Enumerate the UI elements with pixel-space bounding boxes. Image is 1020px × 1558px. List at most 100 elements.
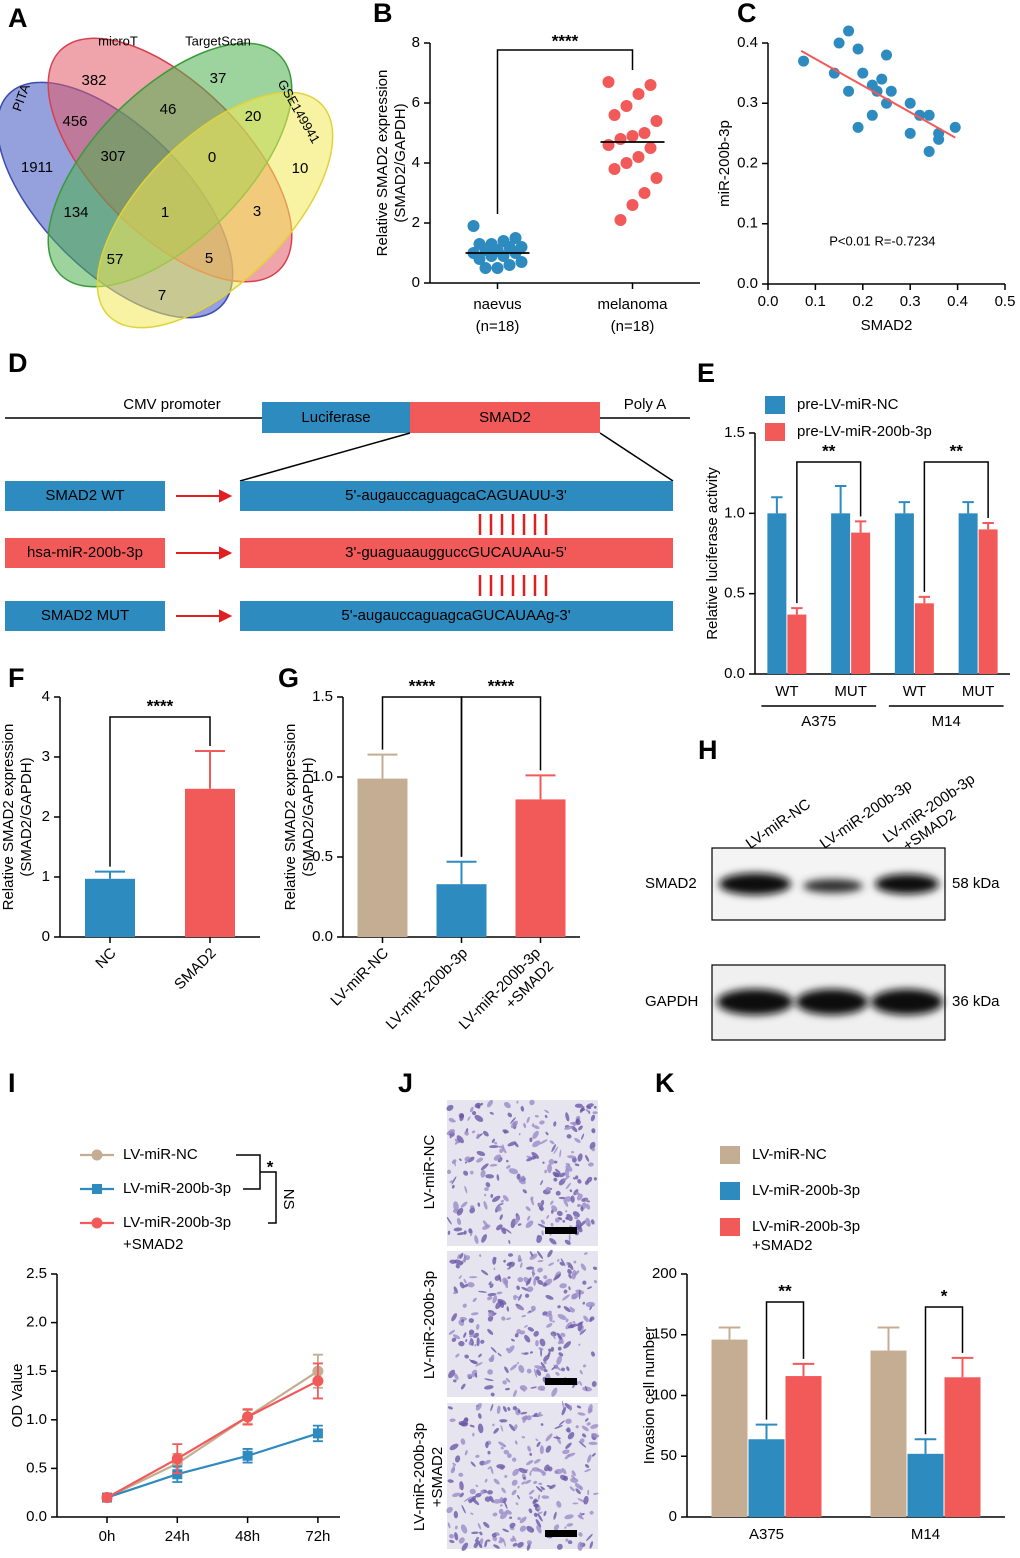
cell (546, 1485, 552, 1488)
cell (521, 1314, 527, 1318)
cell (476, 1133, 480, 1140)
y-tick-label: 4 (412, 154, 420, 171)
point (602, 139, 615, 151)
cell (553, 1436, 562, 1439)
y-tick-label: 0 (412, 274, 420, 291)
cell (576, 1405, 582, 1409)
cell (585, 1198, 589, 1202)
scale-bar (545, 1378, 577, 1385)
point (632, 151, 645, 163)
cell (471, 1130, 476, 1134)
construct-diagram: D CMV promoter Luciferase SMAD2 Poly A S… (5, 348, 690, 631)
image-label: +SMAD2 (429, 1447, 446, 1507)
cell (581, 1425, 589, 1432)
cell (446, 1104, 454, 1111)
cell (474, 1372, 478, 1378)
cell (566, 1523, 574, 1527)
cell (468, 1228, 473, 1234)
point (485, 250, 498, 262)
cell (507, 1345, 515, 1354)
cell (579, 1485, 583, 1491)
cell (546, 1214, 550, 1219)
cell (484, 1540, 488, 1548)
cell (563, 1341, 572, 1349)
cell (548, 1262, 555, 1267)
cell (591, 1453, 596, 1457)
cell (537, 1260, 544, 1263)
cell (577, 1204, 582, 1207)
x-tick-label: WT (903, 683, 926, 700)
cell (469, 1424, 475, 1428)
x-tick-label: melanoma (597, 296, 668, 313)
cell (490, 1346, 497, 1353)
micrographs: J LV-miR-NC LV-miR-200b-3p LV-miR-200b-3… (398, 1068, 600, 1552)
legend-swatch (720, 1218, 740, 1236)
cell (529, 1251, 534, 1257)
point (644, 142, 657, 154)
significance: **** (147, 696, 174, 715)
cell (565, 1318, 569, 1323)
cell (567, 1155, 577, 1159)
y-tick-label: 2.0 (26, 1314, 47, 1331)
cell (453, 1379, 457, 1383)
cell (551, 1205, 558, 1212)
venn-count: 20 (245, 108, 262, 125)
cell (529, 1351, 534, 1354)
cell (480, 1163, 489, 1171)
row-label: SMAD2 MUT (41, 607, 129, 624)
cell (574, 1163, 580, 1167)
group-label: M14 (932, 713, 961, 730)
cell (565, 1210, 568, 1213)
cell (532, 1125, 540, 1130)
point (242, 1450, 253, 1461)
error-bar (771, 496, 783, 514)
cell (507, 1453, 512, 1458)
cell (458, 1421, 468, 1427)
cell (520, 1387, 526, 1392)
cell (461, 1542, 469, 1552)
cell (526, 1525, 535, 1533)
row-label: hsa-miR-200b-3p (27, 544, 143, 561)
cell (456, 1135, 464, 1144)
cell (467, 1282, 475, 1288)
cell (585, 1385, 588, 1392)
cell (585, 1418, 589, 1422)
cell (568, 1274, 572, 1279)
cell (529, 1253, 538, 1260)
y-tick-label: 1.0 (312, 768, 333, 785)
cell (521, 1436, 526, 1439)
cell (564, 1526, 567, 1529)
panel-letter: C (737, 0, 757, 28)
cell (465, 1339, 468, 1343)
cell (517, 1494, 520, 1500)
venn: A PITA microT TargetScan GSE149941 382 3… (0, 3, 334, 329)
cell (500, 1146, 507, 1154)
point (614, 133, 627, 145)
cell (492, 1499, 503, 1504)
cell (477, 1202, 481, 1207)
bar (870, 1350, 907, 1517)
significance: **** (552, 31, 579, 50)
cell (455, 1353, 460, 1358)
cell (585, 1464, 590, 1468)
cell (477, 1290, 487, 1293)
cell (518, 1294, 522, 1301)
cell (592, 1266, 598, 1270)
cell (521, 1352, 524, 1355)
point (852, 121, 864, 133)
cell (544, 1114, 548, 1119)
cell (535, 1438, 539, 1442)
cell (575, 1191, 580, 1196)
cell (569, 1189, 573, 1193)
cell (588, 1162, 594, 1167)
cell (493, 1267, 496, 1271)
cell (537, 1250, 544, 1260)
cell (531, 1151, 540, 1159)
cell (449, 1180, 453, 1183)
cell (573, 1270, 580, 1277)
cell (579, 1329, 587, 1336)
cell (489, 1283, 494, 1289)
cell (504, 1101, 511, 1109)
cell (519, 1516, 527, 1524)
cell (496, 1205, 502, 1212)
